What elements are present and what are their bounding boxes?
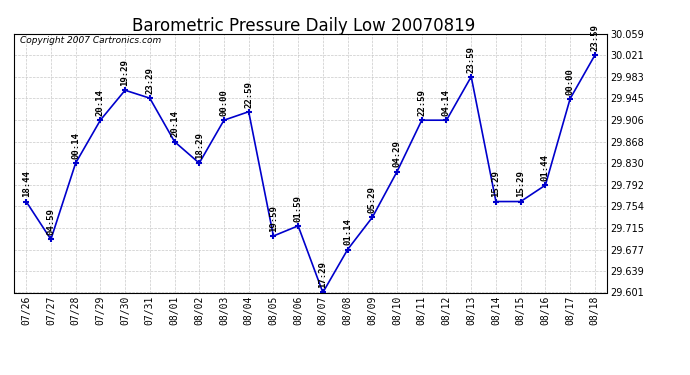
Text: 00:00: 00:00 — [566, 68, 575, 94]
Text: 05:29: 05:29 — [368, 186, 377, 213]
Text: 22:59: 22:59 — [244, 81, 253, 108]
Text: 23:59: 23:59 — [591, 24, 600, 51]
Text: 23:59: 23:59 — [466, 46, 475, 72]
Text: 04:29: 04:29 — [393, 141, 402, 167]
Text: 00:00: 00:00 — [219, 89, 228, 116]
Text: 15:29: 15:29 — [516, 171, 525, 197]
Text: 19:29: 19:29 — [121, 59, 130, 86]
Text: Copyright 2007 Cartronics.com: Copyright 2007 Cartronics.com — [20, 36, 161, 45]
Text: 20:14: 20:14 — [170, 111, 179, 138]
Text: 00:14: 00:14 — [71, 132, 80, 159]
Text: 18:44: 18:44 — [21, 171, 30, 197]
Text: Barometric Pressure Daily Low 20070819: Barometric Pressure Daily Low 20070819 — [132, 17, 475, 35]
Text: 17:29: 17:29 — [318, 261, 327, 288]
Text: 19:59: 19:59 — [269, 205, 278, 232]
Text: 15:29: 15:29 — [491, 171, 500, 197]
Text: 01:14: 01:14 — [343, 219, 352, 245]
Text: 22:59: 22:59 — [417, 89, 426, 116]
Text: 04:59: 04:59 — [46, 209, 55, 235]
Text: 23:29: 23:29 — [146, 67, 155, 94]
Text: 01:59: 01:59 — [294, 195, 303, 222]
Text: 20:14: 20:14 — [96, 89, 105, 116]
Text: 04:14: 04:14 — [442, 89, 451, 116]
Text: 18:29: 18:29 — [195, 132, 204, 159]
Text: 01:44: 01:44 — [541, 154, 550, 181]
